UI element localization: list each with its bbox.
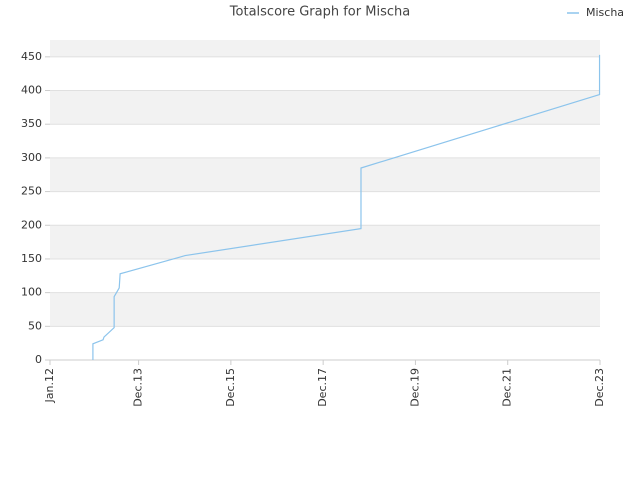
grid-band [50,292,600,327]
legend-label: Mischa [586,6,624,19]
y-tick-label: 200 [21,218,42,231]
x-tick-label: Jan.12 [43,368,56,403]
x-tick-label: Dec.19 [408,368,421,407]
y-tick-label: 150 [21,252,42,265]
x-tick-label: Dec.17 [316,368,329,407]
grid-band [50,225,600,259]
y-tick-label: 0 [35,353,42,366]
y-tick-label: 400 [21,84,42,97]
y-tick-label: 50 [28,319,42,332]
x-tick-label: Dec.13 [132,368,145,407]
y-tick-label: 300 [21,151,42,164]
y-tick-label: 350 [21,117,42,130]
y-tick-label: 100 [21,286,42,299]
x-tick-label: Dec.21 [501,368,514,407]
y-tick-label: 450 [21,50,42,63]
grid-band [50,157,600,192]
chart-title: Totalscore Graph for Mischa [229,5,410,20]
grid-band [50,90,600,125]
series-line [92,54,601,360]
x-tick-label: Dec.15 [224,368,237,407]
grid-band [50,40,600,57]
x-tick-label: Dec.23 [593,368,606,407]
y-tick-label: 250 [21,185,42,198]
